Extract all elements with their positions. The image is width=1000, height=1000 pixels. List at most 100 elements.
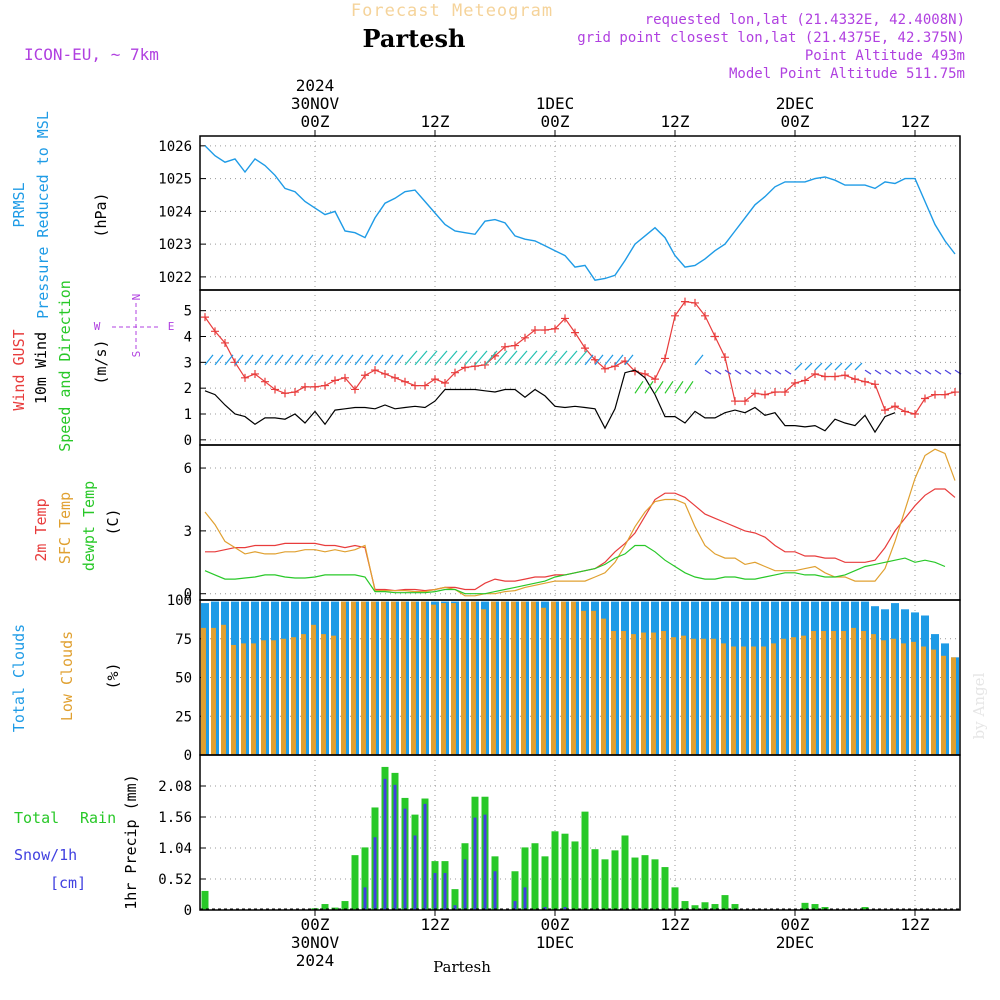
wind-gust-marker (941, 390, 949, 399)
wind-direction-arrow (284, 354, 294, 366)
wind-gust-marker (291, 388, 299, 397)
wind-direction-arrow (244, 354, 254, 366)
cloud-low-bar (891, 638, 896, 755)
precip-rain-bar (721, 895, 729, 910)
cloud-low-bar (421, 601, 426, 755)
cloud-low-bar (561, 601, 566, 755)
wind-gust-marker (551, 324, 559, 333)
cloud-low-bar (501, 601, 506, 755)
compass-w: W (94, 320, 101, 333)
y-tick-label: 0.52 (158, 872, 192, 888)
panel-frame (199, 754, 961, 911)
cloud-low-bar (231, 644, 236, 755)
wind-direction-arrow (774, 369, 782, 375)
wind-gust-marker (861, 377, 869, 386)
wind-gust-marker (611, 362, 619, 371)
x-top-label: 00Z (541, 112, 570, 131)
wind-direction-arrow (904, 369, 912, 375)
wind-gust-marker (681, 297, 689, 306)
wind-direction-arrow (604, 354, 614, 366)
wind-gust-marker (921, 394, 929, 403)
y-tick-label: 50 (175, 671, 192, 687)
precip-rain-bar (581, 811, 589, 910)
y-tick-label: 1.04 (158, 841, 192, 857)
wind-10m-line (204, 369, 896, 434)
wind-gust-marker (261, 377, 269, 386)
wind-gust-marker (451, 368, 459, 377)
wind-gust-marker (931, 390, 939, 399)
wind-gust-marker (201, 313, 209, 322)
precip-snow-bar (523, 887, 527, 910)
x-top-label: 12Z (661, 112, 690, 131)
cloud-low-bar (311, 624, 316, 755)
cloud-low-bar (521, 601, 526, 755)
y-tick-label: 3 (184, 355, 192, 371)
cloud-low-bar (201, 627, 206, 755)
y-tick-label: 6 (184, 461, 192, 477)
cloud-low-bar (811, 631, 816, 755)
wind-gust-marker (331, 376, 339, 385)
wind-direction-arrow (674, 381, 684, 394)
wind-gust-marker (601, 364, 609, 373)
temp-dewpt-label: dewpt Temp (80, 481, 98, 571)
meteogram-title: Forecast Meteogram (351, 1, 553, 21)
wind-direction-arrow (874, 369, 882, 375)
wind-gust-marker (951, 388, 959, 397)
wind-direction-arrow (324, 354, 334, 366)
cloud-panel-labels: Total Clouds Low Clouds (%) (10, 624, 122, 732)
wind-gust-marker (821, 372, 829, 381)
y-tick-label: 0 (184, 903, 192, 919)
cloud-low-bar (711, 638, 716, 755)
wind-direction-arrow (734, 369, 742, 375)
cloud-low-bar (641, 632, 646, 755)
wind-gust-marker (271, 385, 279, 394)
wind-gust-marker (591, 355, 599, 364)
footer-location: Partesh (433, 958, 491, 976)
precip-snow-bar (393, 784, 397, 910)
pressure-panel-labels: PRMSL Pressure Reduced to MSL (hPa) (10, 111, 110, 319)
cloud-low-bar (941, 655, 946, 755)
wind-direction-arrow (314, 354, 324, 366)
wind-gust-marker (581, 344, 589, 353)
wind-direction-arrow (684, 381, 694, 394)
requested-coords: requested lon,lat (21.4332E, 42.4008N) (645, 12, 965, 28)
wind-direction-arrow (884, 369, 892, 375)
y-tick-label: 1022 (158, 270, 192, 286)
wind-direction-arrow (914, 369, 922, 375)
precip-unit: 1hr Precip (mm) (122, 774, 140, 909)
wind-direction-arrow (814, 362, 823, 371)
wind-gust-marker (781, 388, 789, 397)
precip-rain-bar (631, 857, 639, 910)
cloud-low-bar (251, 643, 256, 755)
wind-direction-arrow (224, 354, 234, 366)
wind-gust-marker (791, 379, 799, 387)
cloud-low-bar (471, 601, 476, 755)
x-top-label: 12Z (901, 112, 930, 131)
precip-snow-bar (363, 887, 367, 910)
y-tick-label: 1026 (158, 139, 192, 155)
wind-gust-marker (321, 381, 329, 390)
precip-rain-bar (351, 855, 359, 910)
cloud-low-bar (671, 637, 676, 755)
wind-direction-arrow (894, 369, 902, 375)
wind-gust-marker (251, 369, 259, 378)
precip-rain-bar (591, 849, 599, 910)
wind-direction-arrow (844, 362, 853, 371)
y-tick-label: 2 (184, 381, 192, 397)
precip-snow-bar (413, 835, 417, 910)
cloud-low-bar (281, 638, 286, 755)
cloud-low-bar (881, 640, 886, 755)
wind-direction-arrow (754, 369, 762, 375)
y-tick-label: 75 (175, 632, 192, 648)
precip-snow-bar (493, 871, 497, 910)
x-top-label: 1DEC (536, 94, 575, 113)
wind-direction-arrow (564, 350, 578, 366)
precip-rain-bar (611, 850, 619, 910)
wind-direction-arrow (404, 350, 418, 366)
x-bottom-label: 12Z (901, 915, 930, 934)
precip-rain-bar (451, 889, 459, 910)
x-top-label: 00Z (301, 112, 330, 131)
wind-direction-arrow (854, 362, 863, 371)
cloud-low-bar (221, 624, 226, 755)
cloud-low-bar (741, 646, 746, 755)
